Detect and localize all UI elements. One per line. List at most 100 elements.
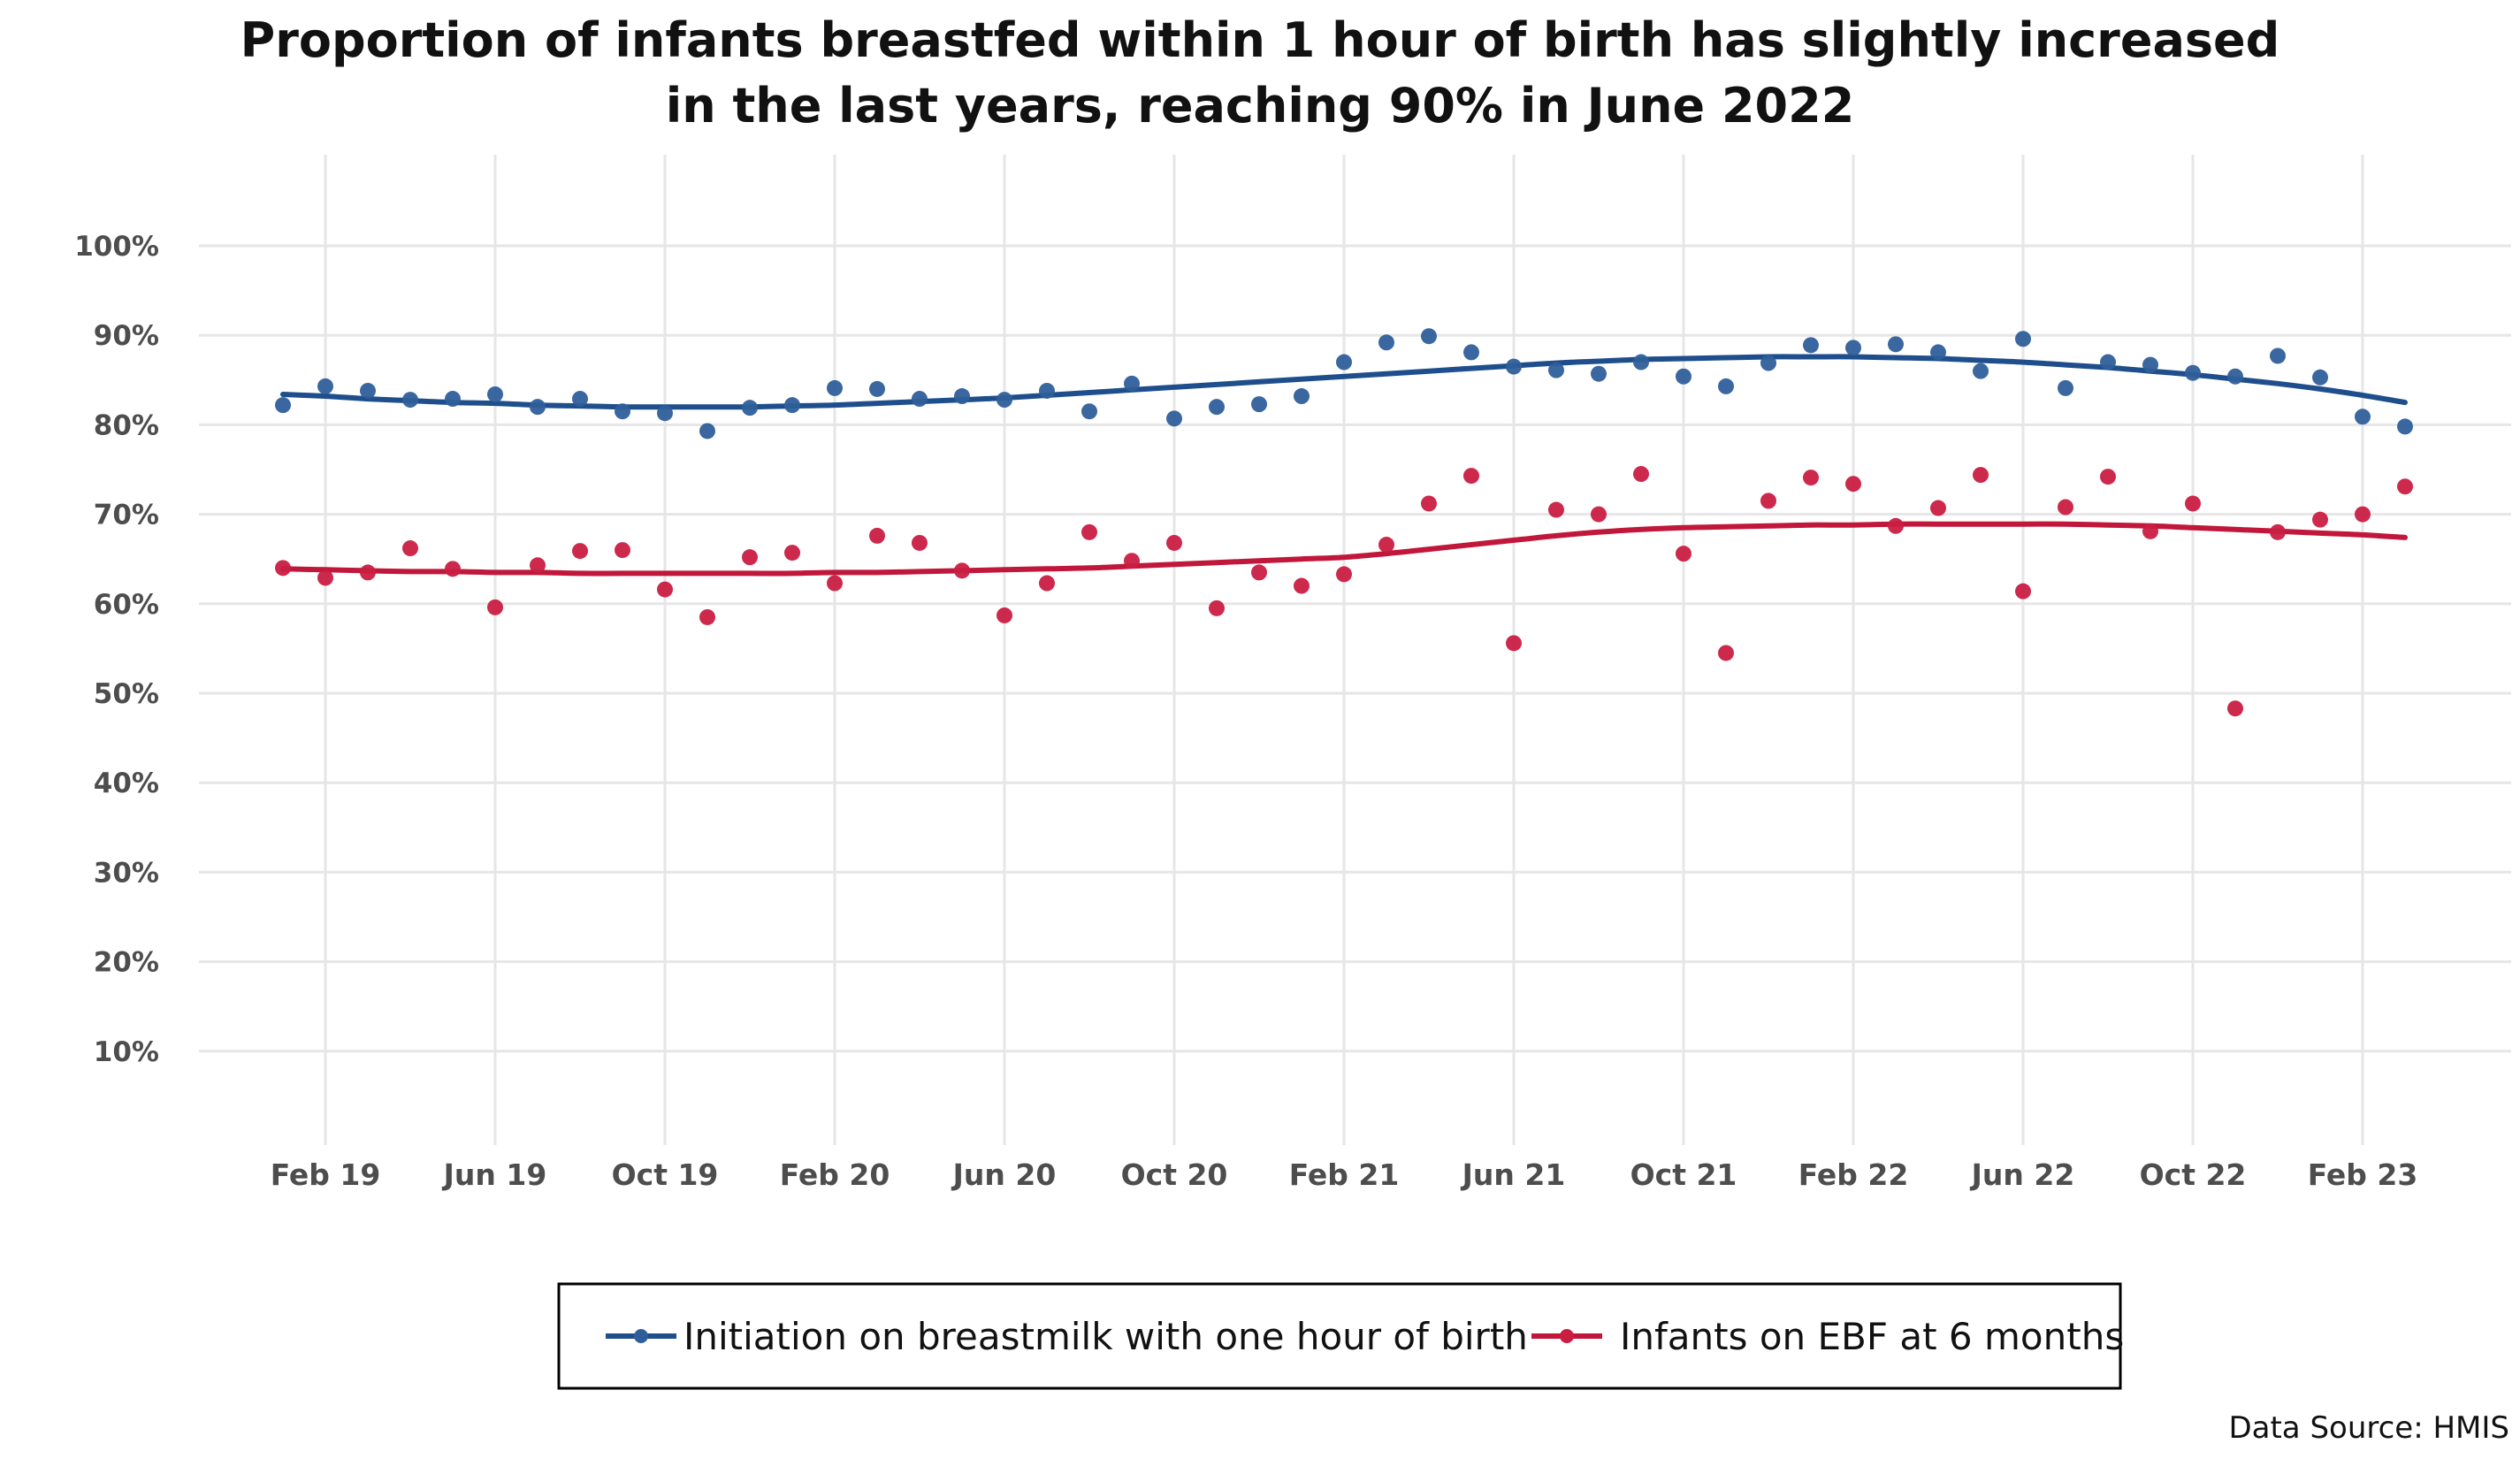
- gridlines: [199, 155, 2511, 1145]
- point-ebf: [2355, 506, 2371, 523]
- point-initiation: [615, 403, 630, 420]
- legend: Initiation on breastmilk with one hour o…: [557, 1282, 2124, 1390]
- point-ebf: [445, 561, 461, 577]
- point-initiation: [445, 391, 461, 408]
- point-ebf: [402, 540, 418, 557]
- chart-title-line-2: in the last years, reaching 90% in June …: [666, 78, 1855, 134]
- point-initiation: [1251, 396, 1267, 413]
- point-ebf: [1760, 493, 1776, 509]
- point-initiation: [572, 391, 588, 408]
- point-ebf: [1803, 470, 1819, 486]
- point-initiation: [1336, 354, 1352, 370]
- legend-key-point-initiation: [634, 1329, 648, 1343]
- point-ebf: [2142, 523, 2158, 539]
- point-initiation: [1548, 362, 1564, 378]
- point-initiation: [1760, 355, 1776, 371]
- point-initiation: [997, 392, 1012, 409]
- point-initiation: [1209, 399, 1225, 416]
- point-initiation: [1081, 403, 1097, 420]
- point-initiation: [2100, 354, 2116, 370]
- point-initiation: [1039, 382, 1055, 399]
- point-ebf: [1166, 534, 1182, 551]
- x-tick-label: Feb 22: [1798, 1157, 1909, 1192]
- y-tick-label: 90%: [94, 320, 159, 352]
- point-ebf: [1124, 553, 1140, 569]
- point-ebf: [1378, 537, 1394, 554]
- point-ebf: [1633, 466, 1649, 483]
- point-initiation: [2312, 369, 2328, 386]
- point-ebf: [1845, 476, 1861, 493]
- point-ebf: [1421, 495, 1437, 512]
- point-initiation: [912, 391, 928, 408]
- point-ebf: [742, 549, 758, 566]
- y-tick-label: 70%: [94, 500, 159, 531]
- point-initiation: [2142, 356, 2158, 373]
- x-axis-ticks: Feb 19 Jun 19 Oct 19 Feb 20 Jun 20 Oct 20 Feb …: [271, 1157, 2418, 1192]
- y-tick-label: 10%: [94, 1036, 159, 1068]
- point-ebf: [2312, 511, 2328, 528]
- y-tick-label: 100%: [74, 231, 159, 263]
- point-ebf: [1973, 467, 1989, 484]
- y-tick-label: 50%: [94, 678, 159, 710]
- point-initiation: [1676, 368, 1691, 385]
- point-ebf: [615, 542, 630, 559]
- point-ebf: [1081, 523, 1097, 540]
- point-initiation: [1378, 334, 1394, 351]
- x-tick-label: Feb 23: [2308, 1157, 2418, 1192]
- x-tick-label: Feb 21: [1289, 1157, 1400, 1192]
- point-initiation: [1845, 340, 1861, 356]
- point-initiation: [1718, 378, 1734, 394]
- point-initiation: [827, 379, 843, 396]
- y-tick-label: 80%: [94, 409, 159, 441]
- point-initiation: [784, 397, 800, 414]
- point-initiation: [1973, 363, 1989, 379]
- data-source: Data Source: HMIS: [2228, 1410, 2509, 1446]
- point-initiation: [1421, 328, 1437, 345]
- point-ebf: [1930, 500, 1946, 516]
- point-initiation: [2185, 364, 2201, 381]
- legend-key-point-ebf: [1560, 1329, 1574, 1343]
- y-tick-label: 40%: [94, 768, 159, 799]
- point-ebf: [2100, 469, 2116, 485]
- point-ebf: [1209, 600, 1225, 616]
- point-initiation: [1506, 358, 1522, 375]
- point-ebf: [2227, 700, 2243, 717]
- point-ebf: [954, 562, 970, 579]
- point-ebf: [657, 581, 673, 598]
- point-ebf: [912, 534, 928, 551]
- point-ebf: [1676, 546, 1691, 562]
- x-tick-label: Jun 19: [442, 1157, 547, 1192]
- point-ebf: [784, 545, 800, 561]
- point-initiation: [1591, 365, 1607, 382]
- point-initiation: [1124, 375, 1140, 392]
- point-initiation: [2270, 348, 2286, 364]
- point-ebf: [869, 527, 885, 544]
- point-ebf: [275, 560, 291, 577]
- point-ebf: [699, 608, 715, 625]
- point-initiation: [2058, 379, 2073, 396]
- x-tick-label: Jun 22: [1970, 1157, 2075, 1192]
- point-ebf: [997, 607, 1012, 623]
- point-initiation: [954, 388, 970, 405]
- trend-lines: [280, 354, 2408, 577]
- point-initiation: [657, 405, 673, 422]
- point-ebf: [2185, 495, 2201, 512]
- point-initiation: [402, 392, 418, 409]
- point-initiation: [1166, 410, 1182, 427]
- point-ebf: [1548, 501, 1564, 518]
- x-tick-label: Jun 20: [951, 1157, 1057, 1192]
- point-ebf: [317, 569, 333, 586]
- point-initiation: [1633, 354, 1649, 370]
- point-ebf: [487, 599, 503, 615]
- point-initiation: [869, 380, 885, 397]
- x-tick-label: Jun 21: [1461, 1157, 1566, 1192]
- point-initiation: [487, 386, 503, 402]
- point-ebf: [572, 543, 588, 560]
- point-ebf: [1506, 635, 1522, 652]
- point-ebf: [1888, 517, 1904, 534]
- legend-label-ebf: Infants on EBF at 6 months: [1620, 1315, 2124, 1358]
- y-tick-label: 30%: [94, 857, 159, 889]
- point-initiation: [530, 399, 546, 416]
- point-ebf: [1718, 645, 1734, 661]
- trend-line-ebf: [280, 521, 2408, 577]
